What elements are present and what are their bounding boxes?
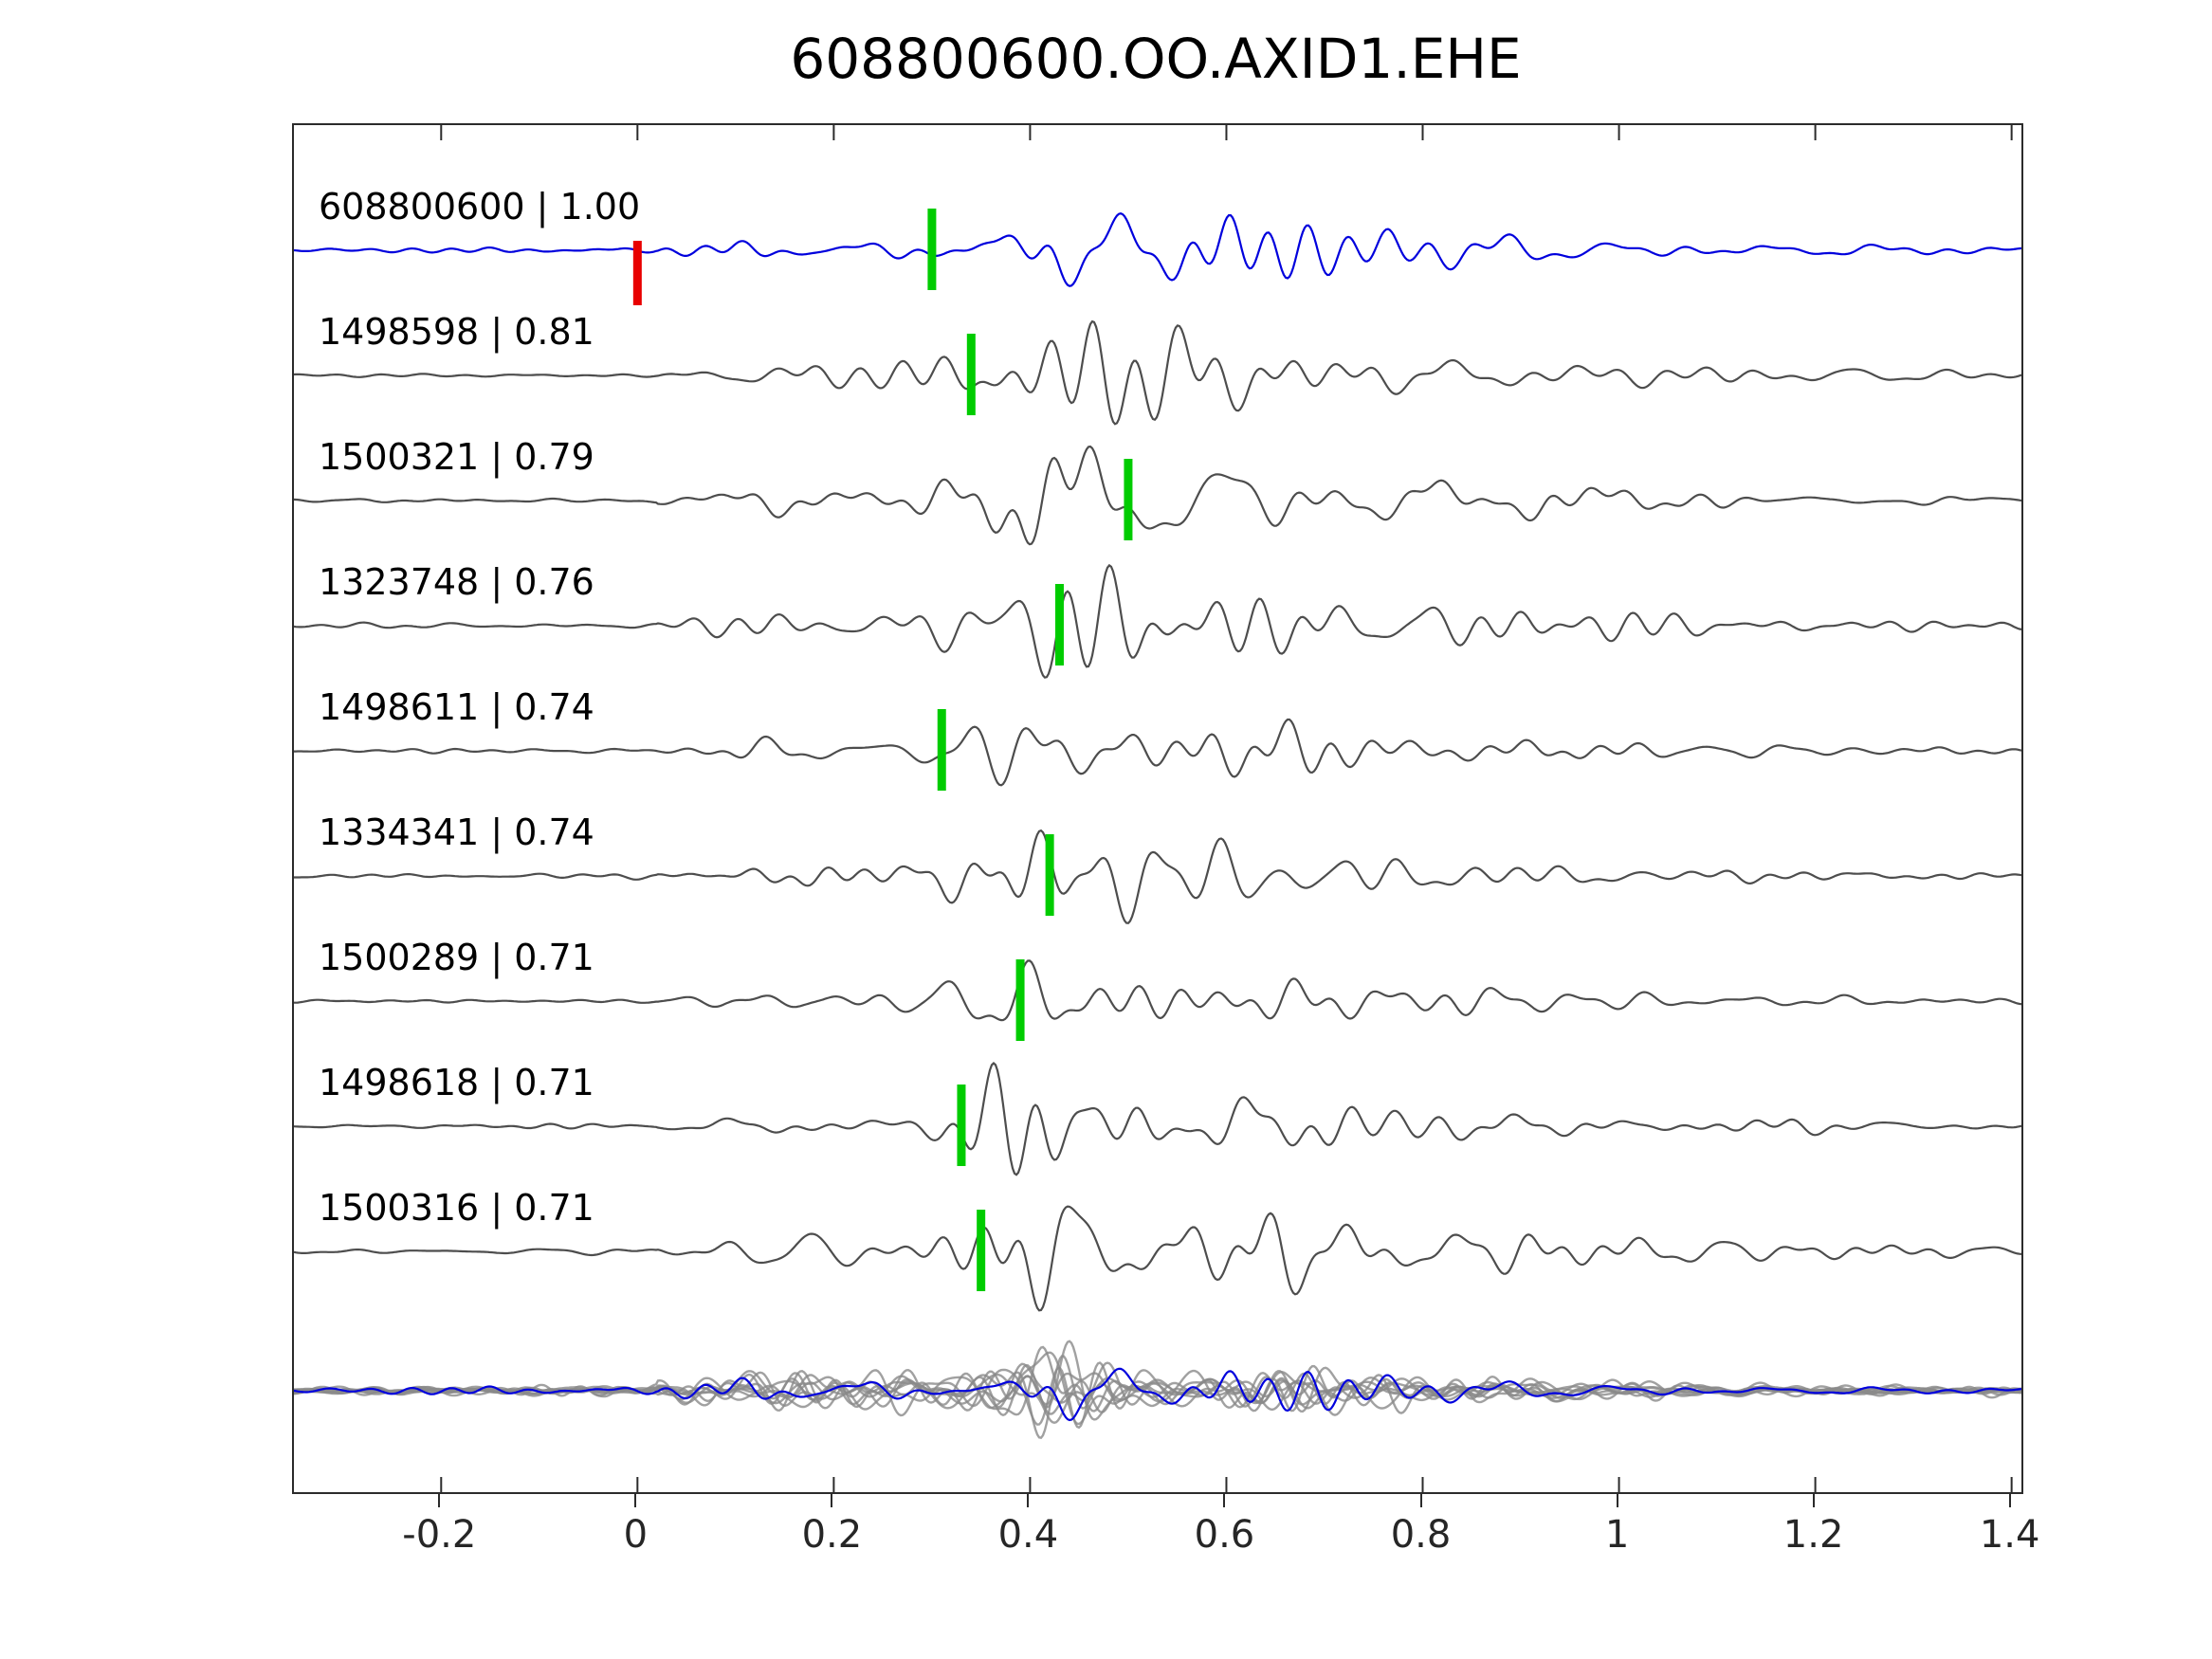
x-tick-label: 0 (623, 1513, 649, 1557)
pick-marker (1054, 584, 1064, 665)
x-tick-mark (831, 1492, 833, 1507)
waveform-trace (294, 319, 2021, 426)
trace-label: 1498598 | 0.81 (319, 311, 594, 353)
waveform-trace (294, 829, 2021, 924)
x-tick-label: 0.4 (997, 1513, 1059, 1557)
x-tick-label: -0.2 (402, 1513, 477, 1557)
x-tick-mark (1419, 1492, 1422, 1507)
x-axis: -0.2 0 0.2 0.4 0.6 0.8 1 1.2 1.4 (292, 1492, 2039, 1577)
x-tick-mark (2008, 1492, 2011, 1507)
waveform-trace (294, 563, 2021, 679)
waveform-trace (294, 445, 2021, 546)
x-tick-label: 1.2 (1782, 1513, 1844, 1557)
x-tick-label: 0.6 (1194, 1513, 1255, 1557)
pick-marker (966, 334, 976, 415)
waveform-plot (294, 125, 2021, 1492)
x-tick-mark (1027, 1492, 1030, 1507)
plot-area: 608800600 | 1.00 1498598 | 0.81 1500321 | … (292, 123, 2023, 1494)
trace-label: 1500321 | 0.79 (319, 436, 594, 478)
trace-label: 1500289 | 0.71 (319, 937, 594, 978)
x-tick-label: 0.8 (1390, 1513, 1452, 1557)
x-tick-mark (1223, 1492, 1226, 1507)
trace-label: 1323748 | 0.76 (319, 561, 594, 603)
x-tick-mark (1616, 1492, 1618, 1507)
origin-marker (632, 241, 642, 305)
waveform-trace (294, 212, 2021, 287)
pick-marker (1015, 959, 1025, 1041)
pick-marker (977, 1210, 986, 1291)
pick-marker (927, 209, 937, 290)
pick-marker (957, 1085, 966, 1166)
pick-marker (937, 709, 946, 791)
x-tick-mark (438, 1492, 441, 1507)
pick-marker (1124, 459, 1133, 540)
x-tick-label: 1 (1604, 1513, 1630, 1557)
x-tick-mark (634, 1492, 637, 1507)
waveform-trace (294, 718, 2021, 787)
trace-label: 608800600 | 1.00 (319, 186, 641, 228)
x-tick-label: 0.2 (801, 1513, 863, 1557)
waveform-trace (294, 959, 2021, 1022)
waveform-trace (294, 1205, 2021, 1312)
trace-label: 1498618 | 0.71 (319, 1062, 594, 1103)
waveform-trace (294, 1062, 2021, 1176)
x-tick-label: 1.4 (1979, 1513, 2040, 1557)
waveform-trace (294, 1367, 2021, 1422)
trace-label: 1498611 | 0.74 (319, 686, 594, 728)
waveform-trace (294, 1355, 2021, 1440)
x-tick-mark (1812, 1492, 1815, 1507)
trace-label: 1500316 | 0.71 (319, 1187, 594, 1229)
pick-marker (1045, 834, 1054, 916)
chart-title: 608800600.OO.AXID1.EHE (790, 27, 1522, 91)
trace-label: 1334341 | 0.74 (319, 811, 594, 853)
